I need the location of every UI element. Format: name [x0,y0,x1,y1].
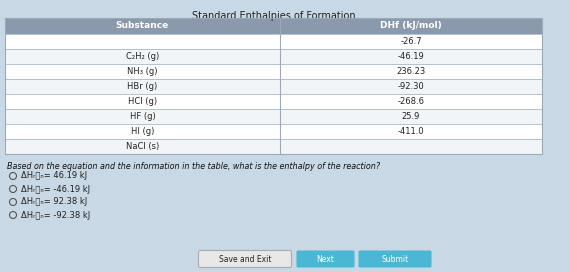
Text: C₂H₂ (g): C₂H₂ (g) [126,52,159,61]
Bar [5,64,542,79]
Text: ΔHᵣᶋₙ= 46.19 kJ: ΔHᵣᶋₙ= 46.19 kJ [21,172,87,181]
FancyBboxPatch shape [296,251,354,267]
Text: Based on the equation and the information in the table, what is the enthalpy of : Based on the equation and the informatio… [7,162,380,171]
Text: NaCl (s): NaCl (s) [126,142,159,151]
FancyBboxPatch shape [199,251,291,267]
Text: HBr (g): HBr (g) [127,82,158,91]
Text: Save and Exit: Save and Exit [218,255,271,264]
Bar [5,94,542,109]
Text: ΔHᵣᶋₙ= -46.19 kJ: ΔHᵣᶋₙ= -46.19 kJ [21,184,90,193]
Bar [5,18,542,34]
Text: -92.30: -92.30 [398,82,424,91]
Text: Standard Enthalpies of Formation: Standard Enthalpies of Formation [192,11,355,21]
Text: ΔHᵣᶋₙ= 92.38 kJ: ΔHᵣᶋₙ= 92.38 kJ [21,197,87,206]
Bar [5,139,542,154]
Text: -411.0: -411.0 [398,127,424,136]
Text: NH₃ (g): NH₃ (g) [127,67,158,76]
Text: -26.7: -26.7 [400,37,422,46]
Text: -46.19: -46.19 [398,52,424,61]
Text: 25.9: 25.9 [402,112,420,121]
Text: Next: Next [316,255,335,264]
Bar [5,49,542,64]
Text: -268.6: -268.6 [398,97,424,106]
FancyBboxPatch shape [358,251,431,267]
Text: Submit: Submit [381,255,409,264]
Text: DHf (kJ/mol): DHf (kJ/mol) [380,21,442,30]
Text: ΔHᵣᶋₙ= -92.38 kJ: ΔHᵣᶋₙ= -92.38 kJ [21,211,90,220]
Bar [5,124,542,139]
Text: Substance: Substance [116,21,169,30]
Text: HF (g): HF (g) [130,112,155,121]
Bar [5,109,542,124]
Bar [5,34,542,49]
Text: HCl (g): HCl (g) [128,97,157,106]
Text: HI (g): HI (g) [131,127,154,136]
Bar [5,79,542,94]
Text: 236.23: 236.23 [397,67,426,76]
